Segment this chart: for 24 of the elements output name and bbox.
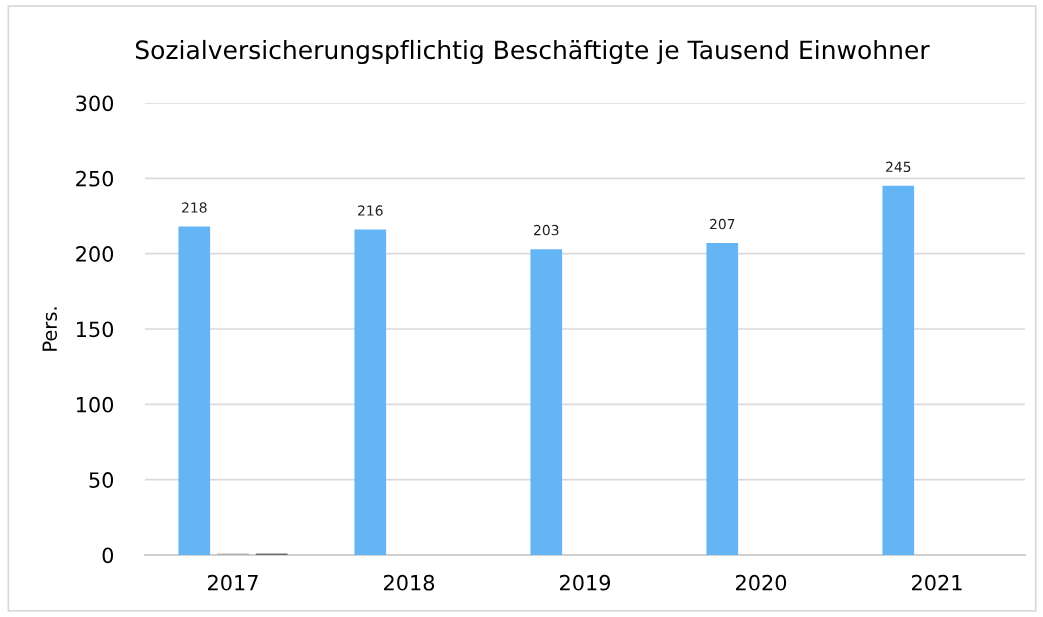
x-tick-label: 2018: [384, 574, 435, 591]
y-tick-label: 250: [76, 170, 114, 187]
x-tick-label: 2017: [208, 574, 258, 591]
bar: [178, 226, 211, 555]
x-tick-label: 2020: [736, 574, 787, 591]
bar: [354, 229, 387, 555]
y-tick-label: 150: [76, 321, 114, 338]
data-label: 218: [182, 202, 207, 213]
data-label: 207: [710, 218, 735, 230]
y-tick-label: 50: [89, 472, 114, 488]
y-tick-label: 200: [76, 246, 114, 262]
bar: [882, 185, 915, 555]
y-tick-label: 100: [76, 396, 114, 413]
x-tick-label: 2019: [560, 574, 611, 591]
data-label: 203: [534, 224, 559, 236]
y-tick-label: 300: [76, 95, 114, 112]
y-axis-title: Pers.: [42, 307, 58, 351]
bar: [706, 243, 739, 555]
y-tick-label: 0: [102, 547, 114, 564]
x-tick-label: 2021: [912, 574, 962, 591]
data-label: 216: [358, 205, 383, 216]
chart-title: Sozialversicherungspflichtig Beschäftigte je Tausend Einwohner: [135, 39, 930, 65]
data-label: 245: [886, 161, 911, 173]
bar: [530, 249, 563, 555]
